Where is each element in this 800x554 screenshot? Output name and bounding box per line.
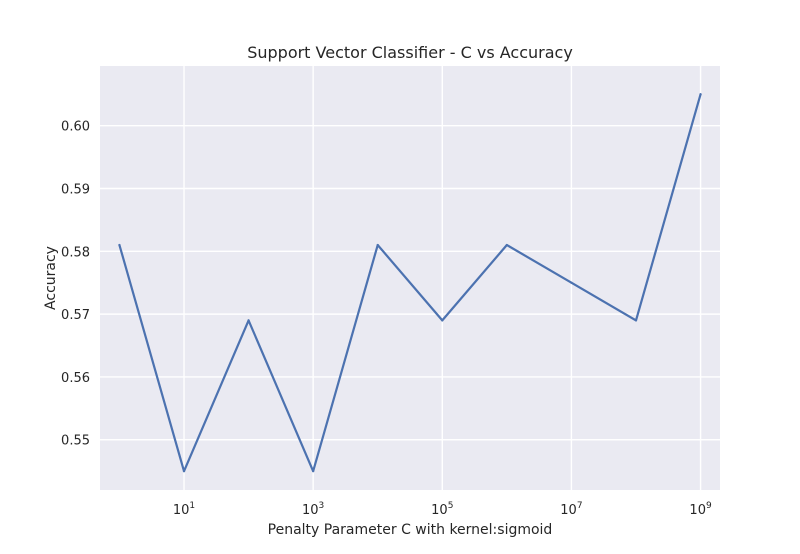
x-tick-exponent: 9 <box>706 501 712 511</box>
x-tick-base: 10 <box>302 503 319 518</box>
grid-lines <box>100 66 720 490</box>
data-point <box>634 319 638 322</box>
x-tick-label: 105 <box>431 501 453 518</box>
data-point <box>118 243 121 247</box>
x-tick-label: 103 <box>302 501 324 518</box>
y-tick-label: 0.56 <box>61 371 90 386</box>
y-tick-label: 0.55 <box>61 434 90 449</box>
x-tick-labels: 101 103 105 107 109 <box>173 501 712 518</box>
x-axis-label: Penalty Parameter C with kernel:sigmoid <box>268 522 553 538</box>
x-tick-exponent: 7 <box>577 501 583 511</box>
x-tick-base: 10 <box>431 503 448 518</box>
y-axis-label: Accuracy <box>43 246 59 310</box>
x-tick-base: 10 <box>173 503 190 518</box>
x-tick-exponent: 5 <box>448 501 454 511</box>
x-tick-exponent: 1 <box>189 501 195 511</box>
plot-area <box>100 66 720 490</box>
x-tick-base: 10 <box>689 503 706 518</box>
data-point <box>570 281 573 284</box>
data-point <box>441 319 444 322</box>
series-layer <box>118 93 702 473</box>
y-tick-label: 0.59 <box>61 182 90 197</box>
data-point <box>247 319 250 322</box>
x-tick-base: 10 <box>560 503 577 518</box>
data-point <box>312 470 315 473</box>
x-tick-label: 109 <box>689 501 712 518</box>
data-point <box>699 93 702 96</box>
y-tick-label: 0.60 <box>61 120 90 135</box>
series-line <box>118 93 702 473</box>
y-tick-labels: 0.55 0.56 0.57 0.58 0.59 0.60 <box>61 120 90 449</box>
data-point <box>182 470 186 473</box>
x-tick-label: 101 <box>173 501 195 518</box>
x-tick-exponent: 3 <box>319 501 325 511</box>
x-tick-label: 107 <box>560 501 582 518</box>
y-tick-label: 0.58 <box>61 245 90 260</box>
y-tick-label: 0.57 <box>61 308 90 323</box>
data-point <box>505 243 508 247</box>
chart-title: Support Vector Classifier - C vs Accurac… <box>247 43 573 62</box>
data-point <box>376 243 379 247</box>
